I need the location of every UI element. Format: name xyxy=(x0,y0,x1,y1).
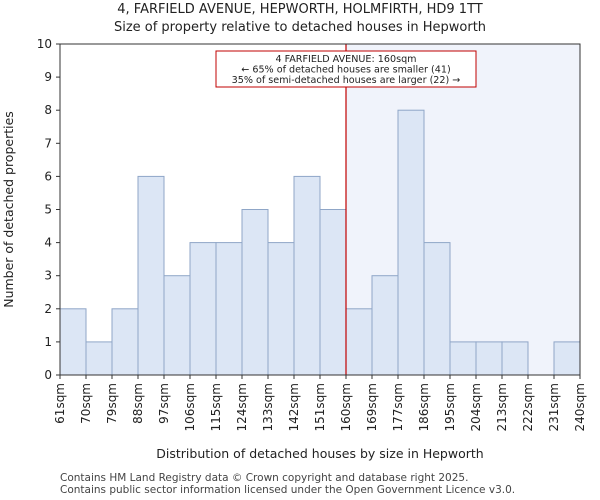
x-tick-label: 70sqm xyxy=(79,383,93,424)
x-tick-label: 222sqm xyxy=(521,383,535,431)
footer-line2: Contains public sector information licen… xyxy=(60,484,516,496)
annotation-line: ← 65% of detached houses are smaller (41… xyxy=(241,65,450,76)
bar xyxy=(553,341,581,376)
y-tick-label: 8 xyxy=(44,103,52,117)
x-tick-label: 186sqm xyxy=(417,383,431,431)
bar xyxy=(215,242,243,376)
x-tick-label: 213sqm xyxy=(495,383,509,431)
bar xyxy=(293,175,321,376)
x-tick-label: 231sqm xyxy=(547,383,561,431)
bar xyxy=(319,209,347,376)
x-tick-label: 97sqm xyxy=(157,383,171,424)
chart-title-line2: Size of property relative to detached ho… xyxy=(113,20,487,35)
bar xyxy=(345,308,373,376)
y-tick-label: 1 xyxy=(44,335,52,349)
bar xyxy=(397,109,425,376)
x-tick-label: 160sqm xyxy=(339,383,353,431)
bar xyxy=(111,308,139,376)
y-tick-label: 4 xyxy=(44,236,52,250)
bar xyxy=(137,175,165,376)
footer-line1: Contains HM Land Registry data © Crown c… xyxy=(60,472,469,484)
x-tick-label: 106sqm xyxy=(183,383,197,431)
annotation-line: 4 FARFIELD AVENUE: 160sqm xyxy=(275,54,416,65)
x-axis-label: Distribution of detached houses by size … xyxy=(156,446,483,461)
x-tick-label: 240sqm xyxy=(573,383,587,431)
y-axis-label: Number of detached properties xyxy=(1,111,16,308)
bar xyxy=(267,242,295,376)
x-tick-label: 79sqm xyxy=(105,383,119,424)
x-tick-label: 88sqm xyxy=(131,383,145,424)
x-tick-label: 61sqm xyxy=(53,383,67,424)
y-tick-label: 0 xyxy=(44,368,52,382)
bar xyxy=(163,275,191,376)
x-tick-label: 169sqm xyxy=(365,383,379,431)
annotation-line: 35% of semi-detached houses are larger (… xyxy=(232,75,461,86)
bar xyxy=(475,341,503,376)
bar xyxy=(59,308,87,376)
y-tick-label: 6 xyxy=(44,169,52,183)
bar xyxy=(501,341,529,376)
bar xyxy=(449,341,477,376)
bar xyxy=(241,209,269,376)
x-tick-label: 124sqm xyxy=(235,383,249,431)
y-tick-label: 2 xyxy=(44,302,52,316)
bar xyxy=(85,341,113,376)
x-tick-label: 195sqm xyxy=(443,383,457,431)
x-tick-label: 151sqm xyxy=(313,383,327,431)
x-tick-label: 204sqm xyxy=(469,383,483,431)
x-tick-label: 133sqm xyxy=(261,383,275,431)
x-tick-label: 142sqm xyxy=(287,383,301,431)
y-tick-label: 10 xyxy=(37,37,52,51)
bar xyxy=(371,275,399,376)
bar xyxy=(189,242,217,376)
y-tick-label: 9 xyxy=(44,70,52,84)
y-tick-label: 3 xyxy=(44,269,52,283)
chart-title-line1: 4, FARFIELD AVENUE, HEPWORTH, HOLMFIRTH,… xyxy=(117,2,483,17)
bar xyxy=(423,242,451,376)
x-tick-label: 177sqm xyxy=(391,383,405,431)
x-tick-label: 115sqm xyxy=(209,383,223,431)
y-tick-label: 5 xyxy=(44,203,52,217)
annotation-box xyxy=(215,50,477,88)
y-tick-label: 7 xyxy=(44,136,52,150)
